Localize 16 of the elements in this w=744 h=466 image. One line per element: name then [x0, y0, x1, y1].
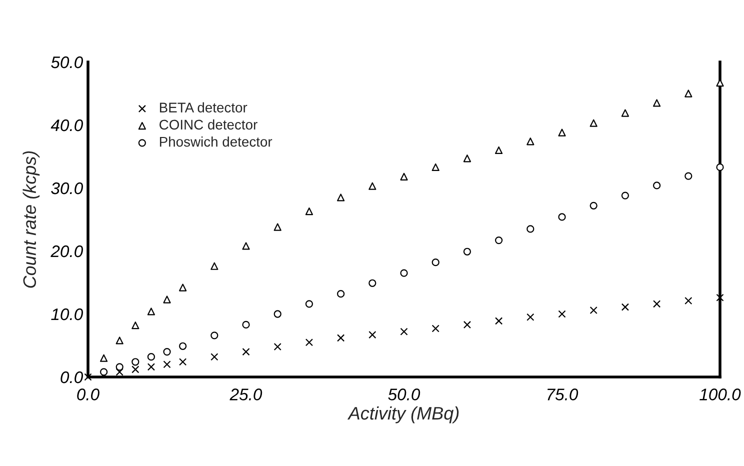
x-tick-label: 50.0	[388, 388, 420, 400]
y-axis-title: Count rate (kcps)	[22, 151, 40, 288]
x-tick-label: 0.0	[77, 388, 100, 400]
y-tick-label: 40.0	[50, 119, 84, 132]
x-tick-label: 100.0	[700, 388, 741, 400]
y-tick-label: 50.0	[51, 56, 84, 68]
y-tick-label: 10.0	[51, 308, 84, 320]
legend-label: Phoswich detector	[160, 136, 272, 147]
legend-label: COINC detector	[160, 119, 258, 130]
legend-label: BETA detector	[160, 102, 248, 112]
y-tick-label: 30.0	[51, 182, 84, 194]
y-tick-label: 0.0	[60, 371, 83, 384]
y-tick-label: 20.0	[50, 245, 84, 258]
x-tick-label: 75.0	[548, 388, 578, 400]
x-tick-label: 25.0	[230, 388, 262, 400]
x-axis-title: Activity (MBq)	[347, 406, 459, 424]
